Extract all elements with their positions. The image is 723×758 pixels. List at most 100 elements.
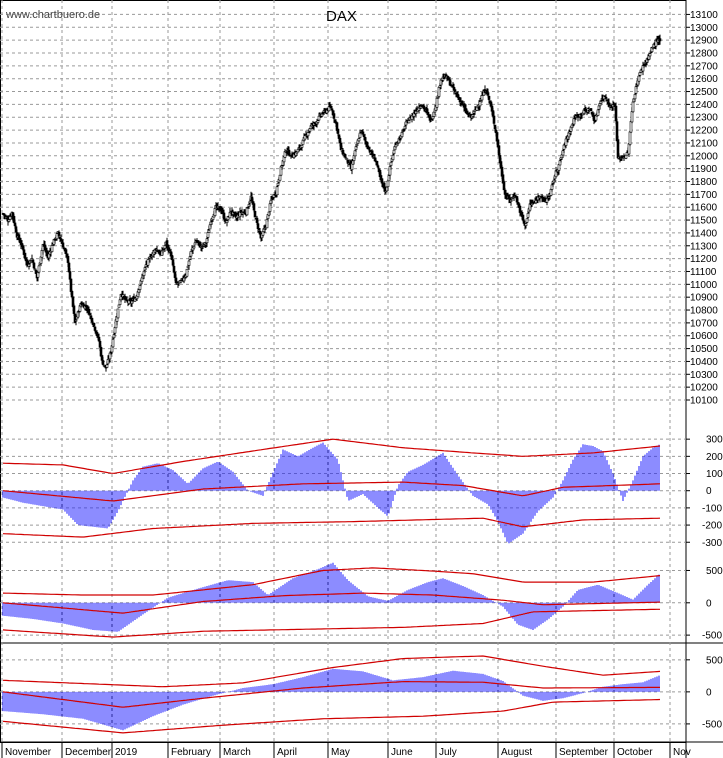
month-label: 2019 [115,747,138,758]
price-tick-label: 10200 [690,383,718,394]
candle-body [92,322,96,327]
candle-body [631,101,635,113]
candle-body [93,326,97,331]
candle-body [391,154,395,161]
price-tick-label: 10400 [690,357,718,368]
candle-body [64,249,68,254]
month-label: June [391,747,413,758]
price-tick-label: 10500 [690,344,718,355]
candle-body [31,259,35,263]
indicator-tick-label: 0 [706,598,712,609]
indicator-tick-label: -300 [702,538,722,549]
candle-body [389,161,393,166]
candle-body [336,128,340,134]
candle-body [36,272,40,278]
candle-body [521,214,525,221]
band-line-mid [2,680,660,708]
candle-body [502,181,506,191]
candle-body [306,132,310,137]
candle-body [357,138,361,142]
candle-body [20,243,24,245]
indicator-tick-label: 0 [706,486,712,497]
candle-body [624,154,628,159]
candle-body [526,213,530,218]
candle-body [394,144,398,148]
price-tick-label: 11400 [690,228,718,239]
candle-body [258,230,262,235]
price-tick-label: 10100 [690,396,718,407]
band-line-lower [2,517,661,538]
month-label: August [501,747,532,758]
candle-body [386,180,390,187]
price-tick-label: 12700 [690,61,718,72]
candle-body [171,259,175,266]
candle-body [105,364,109,368]
candle-body [317,115,321,121]
price-tick-label: 11000 [690,280,718,291]
candle-body [525,218,529,223]
candle-body [332,113,336,119]
price-tick-label: 12200 [690,126,718,137]
candle-body [23,252,27,259]
candle-body [271,198,275,200]
candle-body [404,121,408,126]
candle-body [375,160,379,166]
month-label: November [5,747,52,758]
indicator-tick-label: 200 [706,452,723,463]
candle-body [633,94,637,100]
candle-body [138,285,142,290]
candle-body [637,75,641,82]
candle-body [142,270,146,276]
candle-body [524,223,528,226]
price-tick-label: 10900 [690,293,718,304]
candle-body [59,238,63,242]
price-tick-label: 13000 [690,23,718,34]
candle-body [69,278,73,292]
month-label: May [331,747,350,758]
candle-body [522,220,526,224]
candle-body [487,95,491,100]
candle-body [206,232,210,238]
candle-body [179,280,183,283]
candle-body [376,165,380,168]
candle-body [358,132,362,138]
price-tick-label: 11900 [690,164,718,175]
candle-body [72,305,76,314]
candle-body [361,131,365,135]
price-tick-label: 12300 [690,113,718,124]
candle-body [658,38,662,42]
month-label: September [559,747,609,758]
indicator-tick-label: 0 [706,687,712,698]
candle-body [116,308,120,319]
price-tick-label: 13100 [690,10,718,21]
candle-body [345,158,349,161]
candle-body [57,231,61,236]
candle-body [480,95,484,101]
month-label: February [171,747,211,758]
candle-body [252,203,256,211]
candle-body [407,120,411,124]
price-tick-label: 11700 [690,190,718,201]
candle-body [426,111,430,115]
candle-body [89,315,93,318]
candle-body [648,53,652,57]
price-tick-label: 12500 [690,87,718,98]
candle-body [634,86,638,94]
candle-body [276,182,280,186]
price-tick-label: 10700 [690,318,718,329]
candle-body [70,290,74,298]
candle-body [442,77,446,80]
candle-body [113,327,117,334]
indicator-tick-label: -500 [702,719,722,730]
candle-body [550,184,554,190]
price-tick-label: 12600 [690,74,718,85]
price-tick-label: 11800 [690,177,718,188]
candle-body [316,120,320,123]
candle-body [253,210,257,218]
candle-body [12,216,16,223]
candle-body [275,186,279,196]
candle-body [185,268,189,277]
candle-body [558,160,562,166]
candle-body [117,304,121,308]
